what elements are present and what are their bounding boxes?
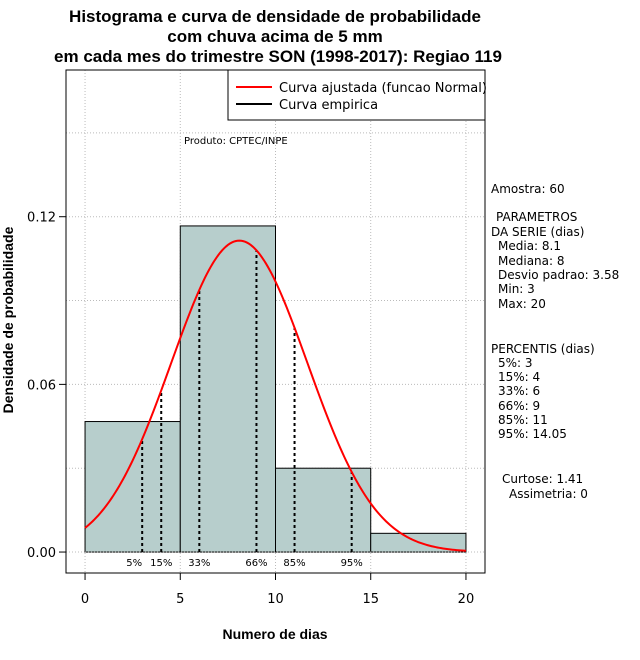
y-axis-title: Densidade de probabilidade	[0, 226, 16, 413]
x-axis-title: Numero de dias	[222, 626, 327, 642]
y-tick-label-2: 0.12	[27, 211, 56, 226]
percentil-5: 5%: 3	[498, 356, 533, 370]
legend: Curva ajustada (funcao Normal) Curva emp…	[227, 69, 487, 121]
histogram-bar-1	[179, 225, 276, 553]
param-desvio: Desvio padrao: 3.58	[498, 268, 619, 282]
percentile-label-4: 85%	[283, 558, 305, 569]
histogram-bar-2	[275, 467, 372, 553]
percentile-label-1: 15%	[150, 558, 172, 569]
curtose: Curtose: 1.41	[502, 472, 583, 486]
y-axis: 0.00 0.06 0.12	[27, 211, 67, 561]
percentile-label-0: 5%	[126, 558, 142, 569]
product-annotation: Produto: CPTEC/INPE	[184, 136, 288, 147]
percentil-66: 66%: 9	[498, 399, 540, 413]
percentil-15: 15%: 4	[498, 370, 540, 384]
param-mediana: Mediana: 8	[498, 254, 565, 268]
legend-box	[227, 69, 486, 121]
chart-title-line-2: com chuva acima de 5 mm	[167, 27, 382, 46]
percentile-label-3: 66%	[245, 558, 267, 569]
percentile-lines: 5% 15% 33% 66% 85% 95%	[126, 250, 363, 569]
percentis-header: PERCENTIS (dias)	[491, 342, 595, 356]
params-header-2: DA SERIE (dias)	[491, 225, 584, 239]
percentil-85: 85%: 11	[498, 413, 548, 427]
histogram-bar-0	[84, 421, 181, 553]
y-tick-label-1: 0.06	[27, 378, 56, 393]
percentile-label-2: 33%	[188, 558, 210, 569]
statistics-panel: Amostra: 60 PARAMETROS DA SERIE (dias) M…	[491, 182, 619, 501]
assimetria: Assimetria: 0	[509, 487, 588, 501]
histogram-bars	[84, 225, 467, 553]
chart-title-line-3: em cada mes do trimestre SON (1998-2017)…	[54, 47, 502, 66]
param-min: Min: 3	[498, 282, 535, 296]
percentil-33: 33%: 6	[498, 384, 540, 398]
chart-title-line-1: Histograma e curva de densidade de proba…	[69, 7, 481, 26]
x-axis: 0 5 10 15 20	[81, 572, 475, 607]
percentil-95: 95%: 14.05	[498, 427, 567, 441]
y-tick-label-0: 0.00	[27, 546, 56, 561]
x-tick-label-0: 0	[81, 592, 89, 607]
x-tick-label-2: 10	[267, 592, 284, 607]
params-header-1: PARAMETROS	[496, 210, 577, 224]
sample-size: Amostra: 60	[491, 182, 565, 196]
normal-curve-layer	[84, 239, 467, 552]
legend-label-empirical: Curva empirica	[279, 98, 378, 113]
param-max: Max: 20	[498, 297, 546, 311]
param-media: Media: 8.1	[498, 239, 561, 253]
x-tick-label-3: 15	[362, 592, 379, 607]
x-tick-label-1: 5	[176, 592, 184, 607]
legend-label-normal: Curva ajustada (funcao Normal)	[279, 81, 487, 96]
percentile-label-5: 95%	[341, 558, 363, 569]
normal-curve	[84, 239, 467, 552]
x-tick-label-4: 20	[458, 592, 475, 607]
